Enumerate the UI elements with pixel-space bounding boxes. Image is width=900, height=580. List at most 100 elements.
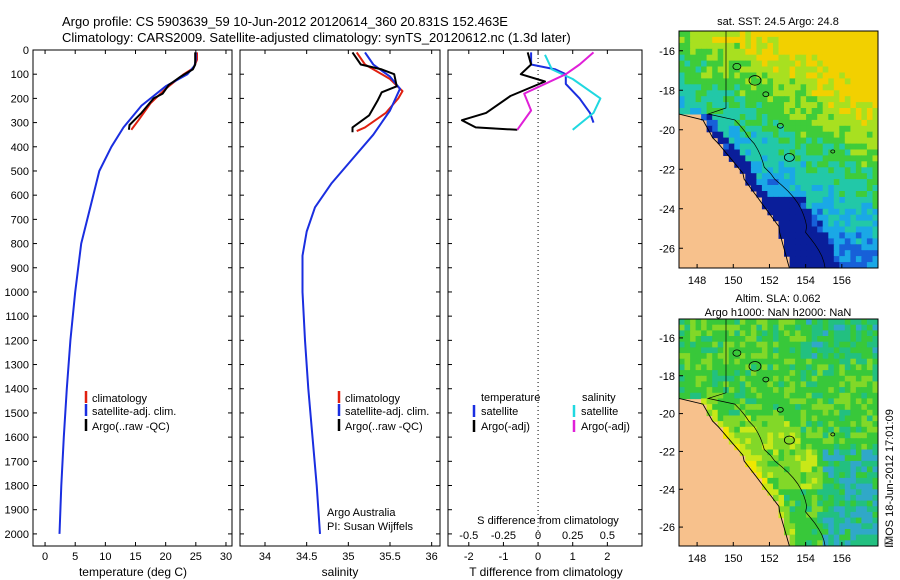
map-cell <box>811 108 818 115</box>
map-cell <box>806 208 813 216</box>
map-cell <box>767 358 774 365</box>
map-cell <box>750 78 757 85</box>
map-cell <box>822 108 829 115</box>
map-cell <box>767 102 774 109</box>
map-cell <box>784 483 791 490</box>
map-cell <box>778 387 785 394</box>
map-cell <box>750 415 757 422</box>
map-cell <box>817 319 824 326</box>
map-cell <box>734 137 741 145</box>
map-cell <box>833 443 840 451</box>
map-cell <box>833 387 840 394</box>
map-cell <box>773 375 780 383</box>
series-line-satellite-adj-clim- <box>58 52 197 534</box>
map-cell <box>706 96 713 103</box>
map-cell <box>866 143 873 151</box>
map-cell <box>828 238 835 245</box>
map-cell <box>861 143 868 151</box>
map-cell <box>756 341 763 348</box>
map-cell <box>828 392 835 400</box>
map-cell <box>806 506 813 513</box>
map-cell <box>728 31 735 38</box>
map-cell <box>800 483 807 490</box>
map-cell <box>817 108 824 115</box>
map-cell <box>750 131 757 139</box>
map-cell <box>828 90 835 97</box>
map-cell <box>861 483 868 490</box>
map-cell <box>795 48 802 56</box>
salinity-xtick-label: 35.5 <box>379 551 400 563</box>
map-cell <box>745 90 752 97</box>
map-cell <box>866 494 873 502</box>
map-cell <box>767 392 774 400</box>
map-cell <box>728 347 735 354</box>
map-cell <box>839 131 846 139</box>
map-cell <box>712 54 719 62</box>
map-cell <box>761 137 768 145</box>
map-cell <box>833 398 840 405</box>
map-cell <box>778 42 785 50</box>
map-cell <box>800 102 807 109</box>
map-cell <box>773 54 780 62</box>
map-cell <box>789 36 796 44</box>
map-cell <box>855 108 862 115</box>
map-cell <box>822 232 829 239</box>
map-cell <box>828 341 835 348</box>
map-cell <box>800 523 807 530</box>
series-line-s-satellite <box>544 54 602 131</box>
map-cell <box>850 466 857 473</box>
map-cell <box>789 161 796 168</box>
map-cell <box>761 54 768 62</box>
map-cell <box>855 137 862 145</box>
map-cell <box>872 324 878 331</box>
map-cell <box>866 466 873 473</box>
map-cell <box>844 409 851 417</box>
map-cell <box>784 238 791 245</box>
map-cell <box>839 102 846 109</box>
map-cell <box>855 202 862 210</box>
map-cell <box>784 409 791 417</box>
map-cell <box>795 409 802 417</box>
map-cell <box>855 432 862 439</box>
map-cell <box>734 78 741 85</box>
map-cell <box>828 375 835 383</box>
map-cell <box>773 119 780 127</box>
map-cell <box>679 324 686 331</box>
map-cell <box>795 370 802 377</box>
map-cell <box>855 155 862 162</box>
map-cell <box>861 398 868 405</box>
map-cell <box>833 226 840 233</box>
map-cell <box>728 90 735 97</box>
map-cell <box>795 108 802 115</box>
map-cell <box>828 449 835 456</box>
map-cell <box>839 319 846 326</box>
map-cell <box>734 119 741 127</box>
temperature-xtick-label: 20 <box>160 551 172 563</box>
map-cell <box>855 31 862 38</box>
map-cell <box>795 483 802 490</box>
map-cell <box>800 500 807 507</box>
map-cell <box>806 415 813 422</box>
map-cell <box>866 483 873 490</box>
map-cell <box>806 319 813 326</box>
map-cell <box>811 250 818 257</box>
map-cell <box>712 353 719 360</box>
map-cell <box>756 96 763 103</box>
map-cell <box>806 460 813 468</box>
map-cell <box>784 370 791 377</box>
map-cell <box>734 392 741 400</box>
map-cell <box>817 208 824 216</box>
map-cell <box>690 336 697 343</box>
map-cell <box>734 143 741 151</box>
map-cell <box>839 324 846 331</box>
map-cell <box>789 102 796 109</box>
map-cell <box>817 364 824 371</box>
map-cell <box>739 319 746 326</box>
map-cell <box>767 72 774 79</box>
map-cell <box>789 443 796 451</box>
map-cell <box>817 214 824 222</box>
map-cell <box>761 72 768 79</box>
map-cell <box>811 477 818 485</box>
map-cell <box>861 500 868 507</box>
map-cell <box>745 449 752 456</box>
